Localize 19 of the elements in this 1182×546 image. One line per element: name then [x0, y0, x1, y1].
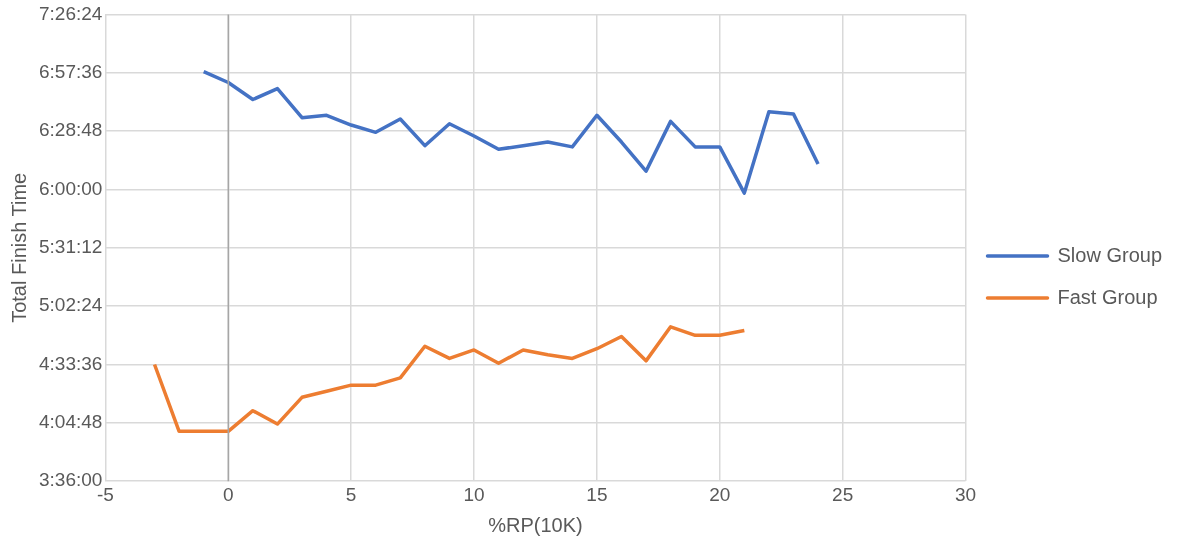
x-tick-label: 15 — [586, 483, 608, 505]
x-tick-label: 0 — [222, 483, 234, 505]
y-tick-label: 5:02:24 — [38, 294, 103, 316]
x-tick-label: 10 — [463, 483, 485, 505]
y-tick-label: 6:00:00 — [38, 177, 103, 199]
x-tick-label: 5 — [345, 483, 357, 505]
y-tick-label: 4:04:48 — [38, 411, 103, 433]
x-axis-title: %RP(10K) — [488, 513, 583, 536]
x-tick-label: 30 — [954, 483, 977, 505]
y-tick-label: 4:33:36 — [38, 352, 103, 374]
y-tick-label: 6:57:36 — [38, 60, 103, 82]
legend-label: Slow Group — [1057, 243, 1163, 266]
y-tick-label: 6:28:48 — [38, 119, 103, 141]
x-tick-label: 20 — [709, 483, 731, 505]
y-tick-label: 7:26:24 — [38, 2, 103, 24]
x-tick-label: 25 — [832, 483, 854, 505]
y-tick-label: 5:31:12 — [38, 236, 103, 258]
legend-label: Fast Group — [1057, 285, 1158, 308]
y-axis-title: Total Finish Time — [7, 172, 30, 323]
